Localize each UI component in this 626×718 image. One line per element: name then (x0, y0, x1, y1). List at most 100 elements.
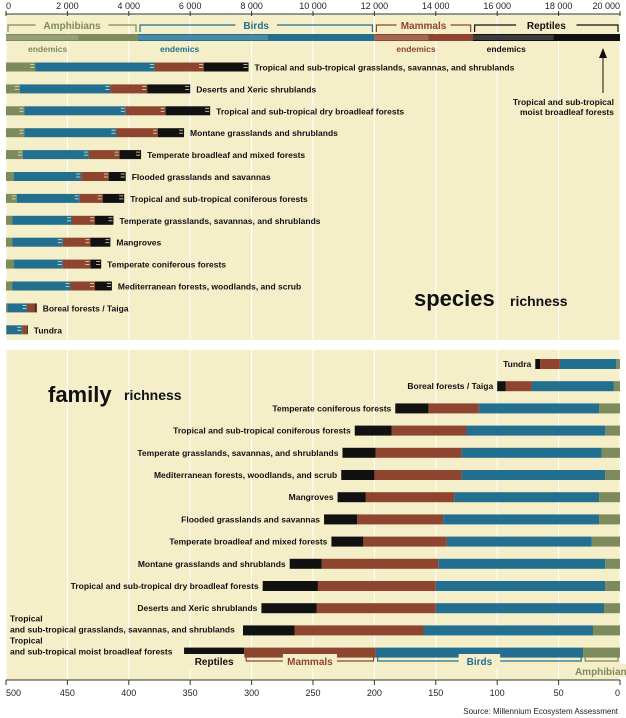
species-group-label-amphibians: Amphibians (43, 21, 101, 32)
species-category-label: Mangroves (116, 238, 161, 248)
species-bar-birds (12, 281, 71, 291)
family-bar-birds (423, 625, 593, 636)
family-category-label: Tropical and sub-tropical coniferous for… (173, 426, 351, 436)
species-bar-mammals (110, 84, 148, 94)
family-tick-label: 250 (305, 688, 320, 698)
species-bar-amphibians (6, 62, 36, 72)
family-category-label: Mangroves (289, 492, 334, 502)
family-category-label: Flooded grasslands and savannas (181, 514, 320, 524)
species-bar-mammals (116, 128, 158, 138)
species-category-label: Tundra (34, 325, 62, 335)
family-category-label: Tropical (10, 613, 43, 623)
family-group-label-mammals: Mammals (287, 657, 333, 668)
family-category-label: Tropical (10, 636, 43, 646)
family-tick-label: 450 (60, 688, 75, 698)
family-bar-amphibians (604, 603, 620, 614)
family-title-small: richness (124, 387, 182, 403)
family-group-label-reptiles: Reptiles (195, 657, 234, 668)
species-title-big: species (414, 286, 495, 311)
family-bar-reptiles (324, 514, 358, 525)
species-bar-reptiles (95, 281, 112, 291)
family-category-label: Tropical and sub-tropical dry broadleaf … (71, 581, 259, 591)
species-bar-birds (7, 303, 28, 313)
species-group-band-reptiles (472, 34, 620, 41)
family-bar-birds (454, 492, 600, 503)
species-category-label: Temperate broadleaf and mixed forests (147, 150, 305, 160)
species-bar-birds (35, 62, 155, 72)
family-category-label: Temperate broadleaf and mixed forests (169, 537, 327, 547)
family-bar-amphibians (613, 381, 620, 392)
species-tick-label: 6 000 (179, 1, 202, 11)
species-bar-mammals (27, 303, 36, 313)
family-bar-birds (466, 425, 606, 436)
species-bar-amphibians (6, 172, 14, 181)
species-group-label-reptiles: Reptiles (527, 21, 566, 32)
species-group-endemic-band (472, 35, 554, 40)
species-category-label: Temperate coniferous forests (107, 260, 226, 270)
family-tick-label: 0 (615, 688, 620, 698)
species-callout-arrow-head (599, 48, 607, 58)
family-bar-amphibians (599, 514, 620, 525)
family-bar-mammals (374, 470, 462, 480)
family-bar-amphibians (616, 359, 620, 369)
species-bar-reptiles (90, 237, 111, 247)
family-tick-label: 300 (244, 688, 259, 698)
family-tick-label: 500 (6, 688, 21, 698)
family-bar-birds (435, 581, 606, 591)
species-bar-reptiles (204, 62, 249, 72)
family-bar-mammals (428, 403, 479, 414)
family-bar-amphibians (605, 581, 620, 591)
family-bar-birds (559, 359, 617, 369)
species-group-band-amphibians (6, 34, 139, 41)
species-endemics-label: endemics (28, 44, 67, 54)
family-bar-reptiles (331, 536, 364, 547)
family-bar-reptiles (342, 447, 376, 458)
species-bar-reptiles (35, 303, 37, 313)
species-bar-amphibians (6, 237, 13, 247)
family-bar-birds (443, 514, 600, 525)
family-group-label-bg (183, 654, 245, 668)
family-tick-label: 50 (554, 688, 564, 698)
species-bar-reptiles (165, 106, 211, 116)
species-tick-label: 10 000 (299, 1, 327, 11)
species-bar-birds (6, 325, 23, 335)
family-bar-birds (446, 536, 592, 547)
species-title-small: richness (510, 293, 568, 309)
species-tick-label: 20 000 (592, 1, 620, 11)
species-bar-reptiles (95, 215, 114, 225)
family-title-big: family (48, 382, 112, 407)
family-bar-reptiles (535, 359, 541, 369)
family-bar-reptiles (395, 403, 429, 414)
species-group-label-bg (35, 18, 109, 32)
family-bar-mammals (363, 536, 447, 547)
species-tick-label: 2 000 (56, 1, 79, 11)
species-category-label: Temperate grasslands, savannas, and shru… (119, 216, 320, 226)
family-bar-mammals (375, 447, 462, 458)
species-bar-mammals (125, 106, 166, 116)
family-category-label: and sub-tropical moist broadleaf forests (10, 647, 173, 657)
family-bar-birds (435, 603, 605, 614)
family-tick-label: 200 (367, 688, 382, 698)
species-group-label-bg (516, 18, 577, 32)
family-bar-reptiles (341, 470, 375, 480)
family-bar-mammals (540, 359, 560, 369)
species-bar-amphibians (6, 106, 25, 116)
family-bar-amphibians (599, 403, 620, 414)
species-bar-mammals (62, 237, 91, 247)
species-tick-label: 14 000 (422, 1, 450, 11)
species-group-label-bg (235, 18, 277, 32)
species-callout-line1: Tropical and sub-tropical (513, 97, 614, 107)
species-bar-birds (12, 215, 73, 225)
family-bar-reptiles (497, 381, 506, 392)
species-category-label: Tropical and sub-tropical grasslands, sa… (255, 63, 515, 73)
species-bar-birds (19, 84, 111, 94)
family-tick-label: 350 (183, 688, 198, 698)
family-group-label-bg (569, 664, 626, 677)
family-bar-mammals (357, 514, 444, 525)
family-bar-mammals (365, 492, 455, 503)
species-tick-label: 4 000 (118, 1, 141, 11)
family-category-label: Boreal forests / Taiga (407, 381, 493, 391)
species-tick-label: 18 000 (545, 1, 573, 11)
family-group-label-birds: Birds (467, 657, 493, 668)
species-bar-birds (13, 259, 63, 269)
